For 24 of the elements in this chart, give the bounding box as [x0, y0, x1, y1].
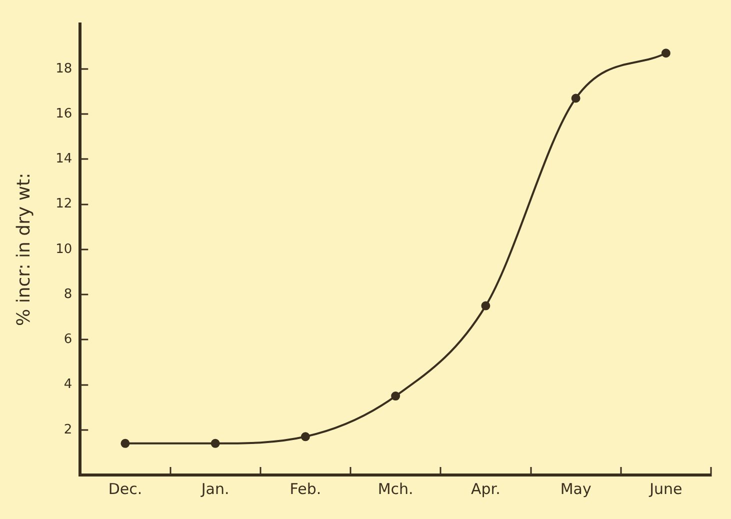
y-tick-label: 8: [64, 286, 72, 302]
x-tick-label: Apr.: [471, 480, 500, 498]
y-tick-label: 16: [56, 106, 72, 122]
y-tick-label: 6: [64, 332, 72, 348]
x-tick-label: Jan.: [200, 480, 230, 498]
x-tick-label: June: [648, 480, 682, 498]
x-tick-label: Mch.: [378, 480, 414, 498]
point: [210, 438, 220, 448]
y-tick-label: 12: [56, 196, 72, 212]
point: [300, 432, 310, 442]
point: [661, 48, 670, 58]
y-tick-label: 4: [64, 377, 72, 392]
point: [120, 438, 130, 448]
y-tick-label: 2: [64, 422, 72, 438]
x-tick-label: Feb.: [290, 480, 322, 498]
y-axis-title: % incr: in dry wt:: [13, 172, 34, 326]
point: [571, 94, 580, 103]
x-tick-label: May: [560, 480, 592, 498]
y-tick-label: 14: [56, 152, 72, 167]
point: [481, 301, 490, 310]
y-tick-label: 18: [56, 61, 72, 76]
point: [391, 392, 400, 401]
x-tick-label: Dec.: [108, 480, 142, 498]
y-tick-label: 10: [56, 242, 72, 257]
